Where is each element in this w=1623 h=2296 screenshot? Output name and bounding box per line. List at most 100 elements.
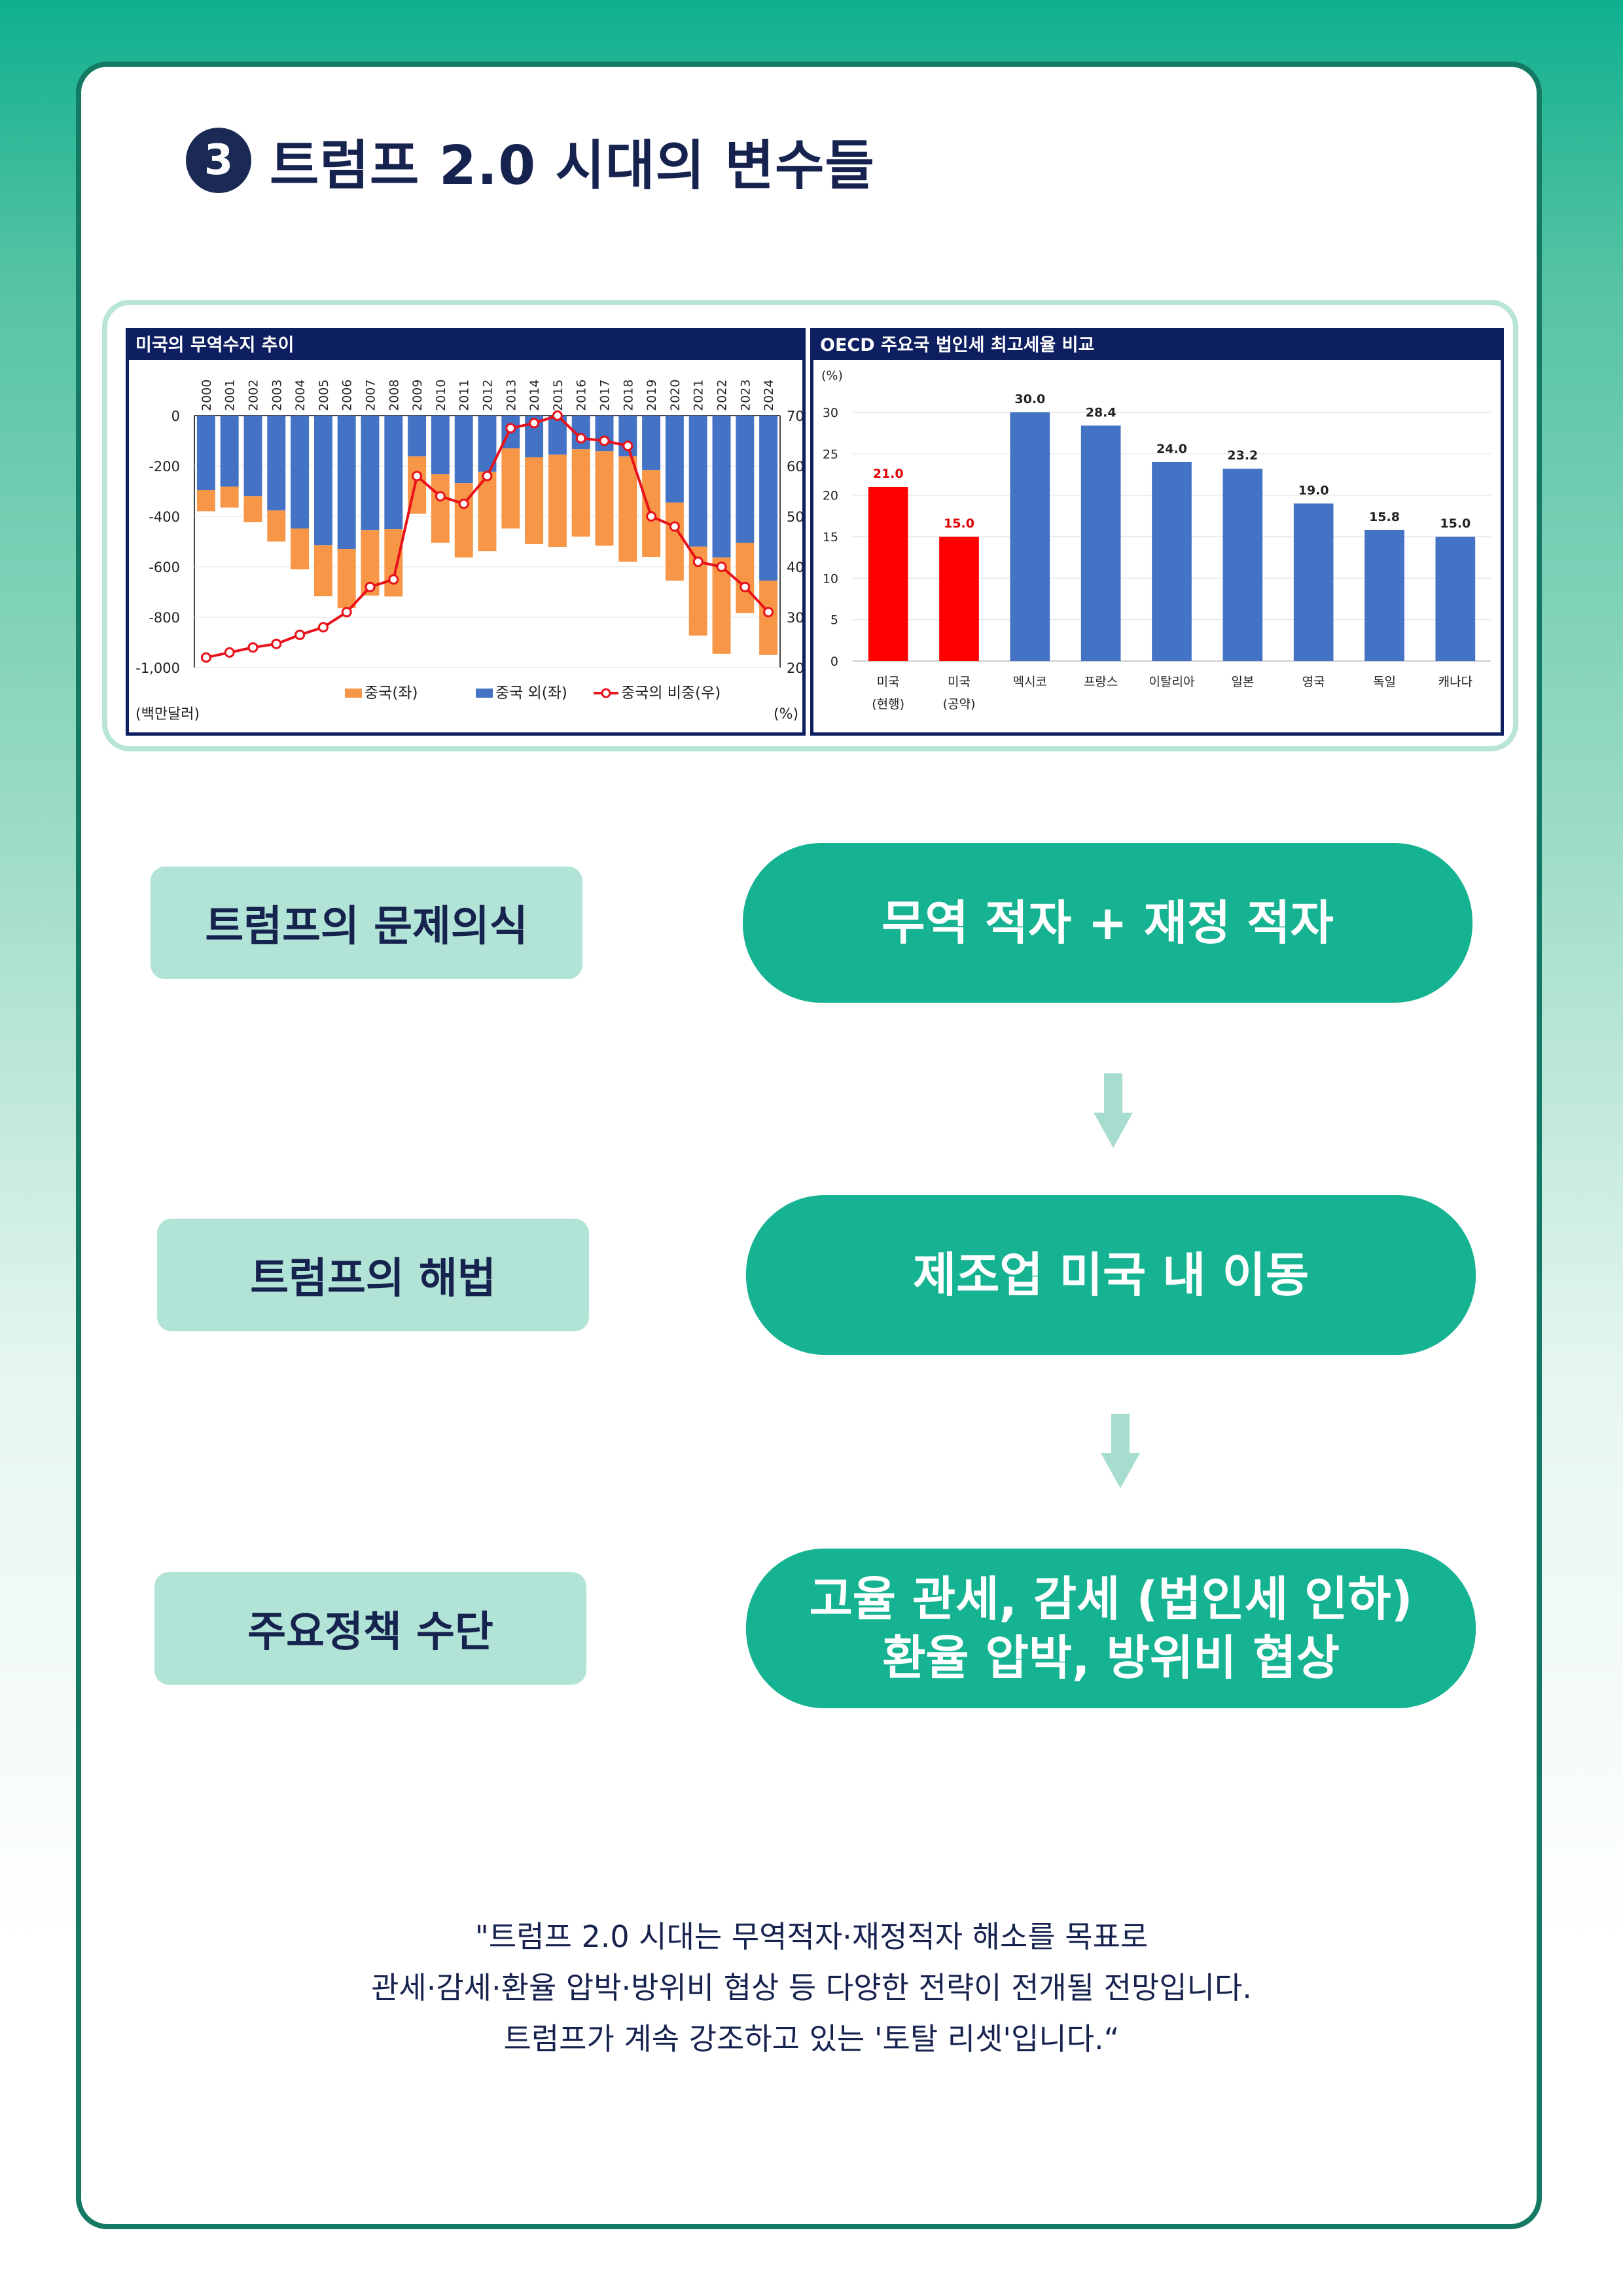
corporate-tax-chart-title: OECD 주요국 법인세 최고세율 비교 <box>813 331 1501 360</box>
trade-balance-chart: 0 -200 -400 -600 -800 -1,000 70 60 50 40 30 20 2000 2… <box>135 380 802 723</box>
left-tick-label: -600 <box>149 560 180 575</box>
china-share-point <box>575 433 586 444</box>
china-share-point <box>692 556 704 567</box>
bar-china <box>267 510 286 542</box>
bar-china <box>595 451 614 546</box>
china-share-point <box>599 435 610 446</box>
china-share-point <box>458 498 469 509</box>
bar-non-china <box>361 416 380 531</box>
arrow-down-icon <box>1101 1414 1140 1488</box>
x-tick-label: 2002 <box>247 380 261 411</box>
left-tick-label: -200 <box>149 459 180 475</box>
x-tick-label: 2001 <box>223 380 238 411</box>
x-tick-label: 2018 <box>621 380 635 411</box>
bar-non-china <box>291 416 310 529</box>
x-tick-label: 2012 <box>481 380 495 411</box>
china-share-point <box>529 418 540 429</box>
pill-problem: 무역 적자 + 재정 적자 <box>743 843 1472 1003</box>
pill-policy-tools-line-1: 고율 관세, 감세 (법인세 인하) <box>809 1571 1413 1626</box>
bar-china <box>618 456 637 562</box>
bar-china <box>243 496 262 522</box>
right-tick-label: 30 <box>787 610 802 626</box>
china-share-point <box>388 574 399 585</box>
china-share-point <box>740 581 751 592</box>
label-solution: 트럼프의 해법 <box>157 1219 589 1331</box>
tax-value-label: 15.8 <box>1369 510 1400 524</box>
corporate-tax-chart-panel: OECD 주요국 법인세 최고세율 비교 (%) 30 25 20 15 10 5 0 21.0… <box>810 328 1504 736</box>
china-share-point <box>412 471 423 482</box>
china-share-point <box>622 440 633 452</box>
china-share-point <box>271 638 282 649</box>
trade-balance-chart-title: 미국의 무역수지 추이 <box>129 331 802 360</box>
legend-label-china: 중국(좌) <box>365 685 418 702</box>
corporate-tax-chart: (%) 30 25 20 15 10 5 0 21.0 미국 (현행) 15.0 미국 (공약) 30.0 멕… <box>821 368 1491 711</box>
summary-quote-line-3: 트럼프가 계속 강조하고 있는 '토탈 리셋'입니다.“ <box>503 2021 1120 2056</box>
pill-problem-line-1: 무역 적자 + 재정 적자 <box>882 895 1334 950</box>
right-tick-label: 20 <box>787 660 802 676</box>
x-tick-sublabel: (현행) <box>872 697 904 711</box>
legend-swatch-non-china <box>476 689 493 698</box>
x-tick-label: 2008 <box>387 380 401 411</box>
x-tick-label: 2009 <box>410 380 425 411</box>
tax-value-label: 15.0 <box>944 516 974 531</box>
tax-bar <box>1080 425 1121 661</box>
bar-china <box>220 486 239 508</box>
trade-balance-chart-panel: 미국의 무역수지 추이 0 -200 -400 -600 -800 -1,000 70 60 5… <box>126 328 806 736</box>
right-tick-label: 50 <box>787 509 802 525</box>
tax-value-label: 24.0 <box>1156 442 1187 456</box>
china-share-point <box>317 622 329 633</box>
bar-china <box>337 549 356 609</box>
bar-non-china <box>688 416 707 547</box>
tax-bar <box>1152 462 1192 661</box>
pill-policy-tools: 고율 관세, 감세 (법인세 인하) 환율 압박, 방위비 협상 <box>746 1549 1476 1708</box>
x-tick-label: 멕시코 <box>1013 675 1047 689</box>
bar-non-china <box>196 416 215 490</box>
china-share-point <box>552 410 563 421</box>
bar-non-china <box>454 416 473 484</box>
china-share-point <box>294 629 306 640</box>
legend-label-non-china: 중국 외(좌) <box>495 685 567 702</box>
x-tick-label: 2022 <box>715 380 730 411</box>
left-tick-label: -1,000 <box>135 660 180 676</box>
bar-non-china <box>313 416 332 546</box>
x-tick-label: 일본 <box>1231 675 1254 689</box>
x-tick-label: 2007 <box>364 380 378 411</box>
china-share-point <box>435 491 446 502</box>
china-share-point <box>365 581 376 592</box>
x-tick-label: 영국 <box>1302 675 1325 689</box>
bar-non-china <box>665 416 684 503</box>
tax-bar <box>1293 503 1334 661</box>
pill-solution-line-1: 제조업 미국 내 이동 <box>912 1247 1310 1302</box>
x-tick-label: 2016 <box>575 380 589 411</box>
bar-non-china <box>431 416 450 475</box>
pill-policy-tools-line-2: 환율 압박, 방위비 협상 <box>882 1630 1340 1685</box>
label-problem: 트럼프의 문제의식 <box>151 867 582 979</box>
x-tick-label: 2004 <box>293 380 308 411</box>
y-axis-unit: (%) <box>821 368 843 383</box>
bar-china <box>196 490 215 512</box>
bar-non-china <box>337 416 356 550</box>
tax-bar <box>939 537 979 661</box>
y-tick-label: 30 <box>823 406 838 420</box>
y-tick-label: 25 <box>823 447 838 461</box>
x-tick-label: 독일 <box>1373 675 1396 689</box>
section-title-text: 트럼프 2.0 시대의 변수들 <box>270 134 875 197</box>
bar-non-china <box>384 416 403 529</box>
tax-bar <box>1364 529 1404 661</box>
bar-china <box>548 454 567 547</box>
china-share-point <box>669 521 680 532</box>
x-tick-label: 2011 <box>457 380 472 411</box>
bar-china <box>291 528 310 569</box>
bar-china <box>384 529 403 597</box>
x-tick-label: 2003 <box>270 380 284 411</box>
bar-china <box>665 502 684 581</box>
china-share-point <box>200 652 211 663</box>
chart-container: 미국의 무역수지 추이 0 -200 -400 -600 -800 -1,000 70 60 5… <box>102 300 1518 751</box>
bar-china <box>525 457 544 544</box>
tax-value-label: 21.0 <box>873 467 904 481</box>
china-share-point <box>763 607 774 618</box>
china-share-point <box>341 607 352 618</box>
china-share-point <box>646 511 657 522</box>
x-tick-label: 2017 <box>598 380 613 411</box>
bar-non-china <box>267 416 286 511</box>
